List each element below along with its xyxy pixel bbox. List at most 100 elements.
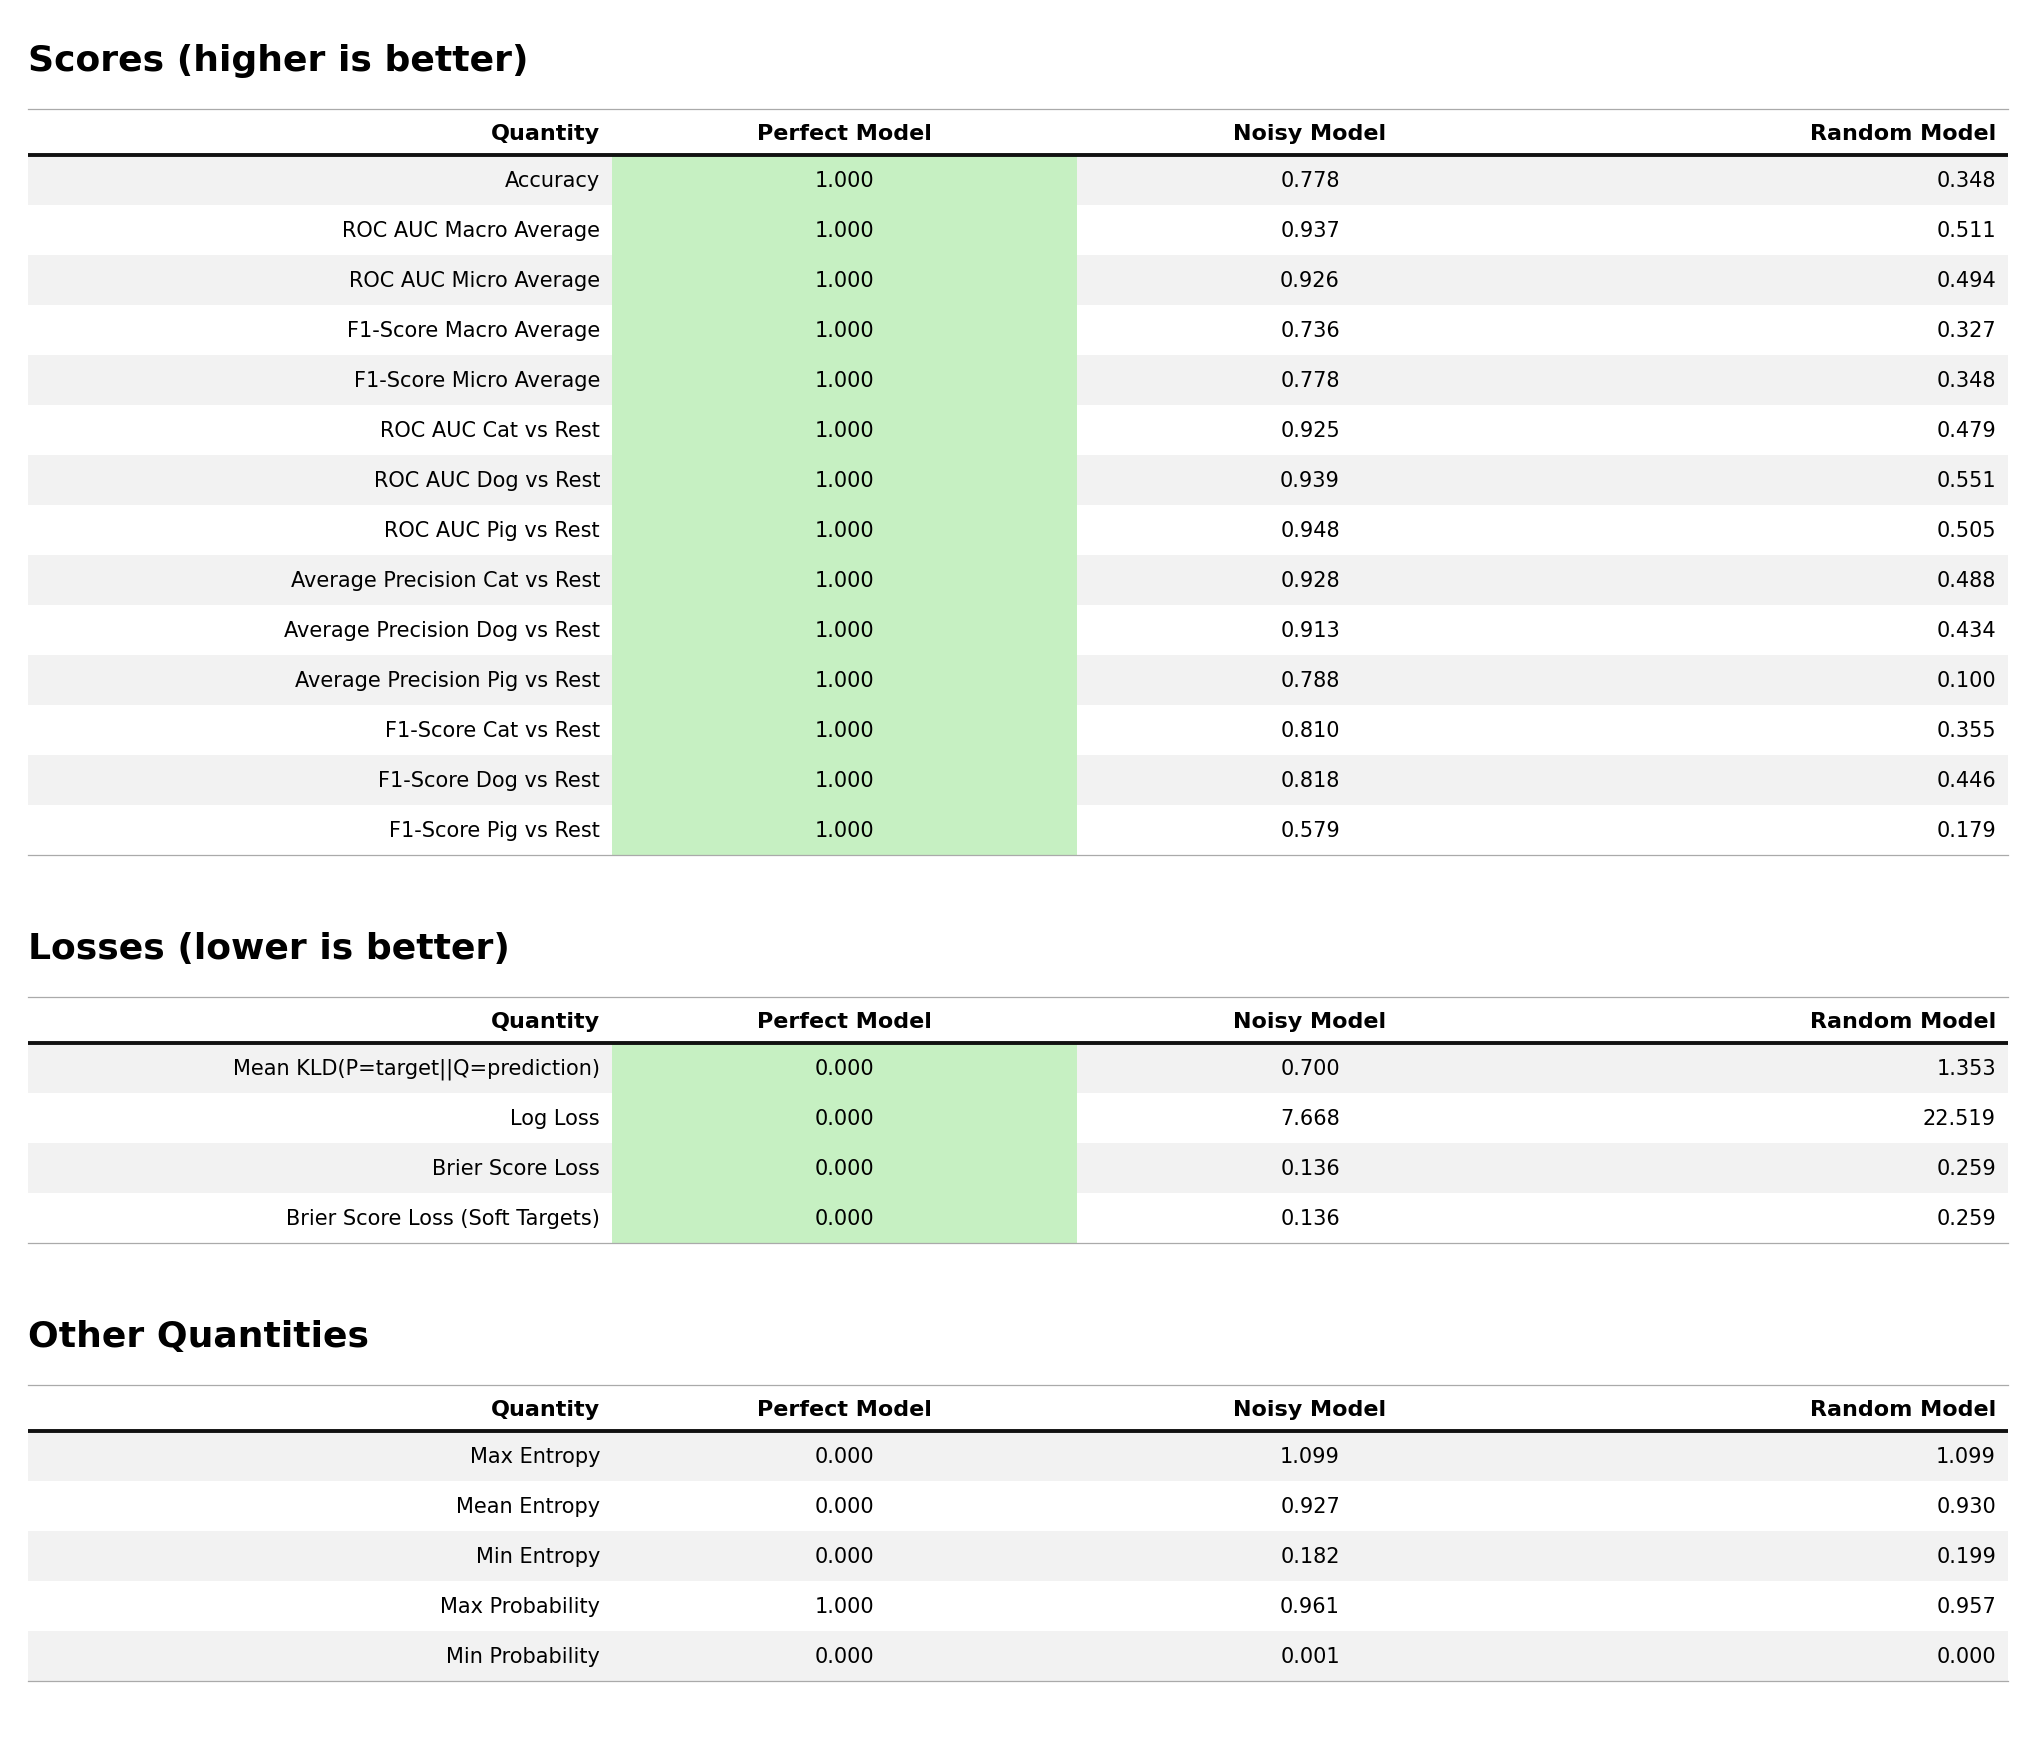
Text: Random Model: Random Model	[1809, 123, 1996, 144]
Text: ROC AUC Dog vs Rest: ROC AUC Dog vs Rest	[373, 471, 600, 490]
Bar	[612, 755, 1077, 805]
Text: 0.000: 0.000	[815, 1447, 874, 1466]
Bar	[28, 1581, 2008, 1631]
Text: 1.000: 1.000	[815, 271, 874, 290]
Text: 0.259: 0.259	[1937, 1209, 1996, 1228]
Text: 0.355: 0.355	[1937, 720, 1996, 741]
Text: Brier Score Loss: Brier Score Loss	[432, 1158, 600, 1179]
Text: 1.000: 1.000	[815, 671, 874, 690]
Bar	[28, 556, 2008, 605]
Bar	[612, 256, 1077, 306]
Bar	[612, 205, 1077, 256]
Text: 0.494: 0.494	[1937, 271, 1996, 290]
Text: Other Quantities: Other Quantities	[28, 1320, 369, 1353]
Text: 0.788: 0.788	[1280, 671, 1341, 690]
Text: Perfect Model: Perfect Model	[756, 1012, 933, 1031]
Bar	[612, 706, 1077, 755]
Text: 0.434: 0.434	[1937, 621, 1996, 640]
Text: F1-Score Cat vs Rest: F1-Score Cat vs Rest	[385, 720, 600, 741]
Bar	[612, 356, 1077, 405]
Text: 22.519: 22.519	[1923, 1108, 1996, 1129]
Text: 0.579: 0.579	[1280, 821, 1341, 840]
Bar	[28, 656, 2008, 706]
Text: 1.099: 1.099	[1280, 1447, 1341, 1466]
Text: 0.939: 0.939	[1280, 471, 1341, 490]
Text: 0.505: 0.505	[1937, 520, 1996, 541]
Text: 0.818: 0.818	[1280, 770, 1341, 791]
Text: 1.000: 1.000	[815, 520, 874, 541]
Bar	[612, 1143, 1077, 1193]
Bar	[28, 356, 2008, 405]
Text: 0.511: 0.511	[1937, 221, 1996, 242]
Text: 0.199: 0.199	[1937, 1546, 1996, 1567]
Text: Average Precision Pig vs Rest: Average Precision Pig vs Rest	[294, 671, 600, 690]
Text: Log Loss: Log Loss	[511, 1108, 600, 1129]
Text: 0.930: 0.930	[1937, 1496, 1996, 1516]
Text: 0.179: 0.179	[1937, 821, 1996, 840]
Text: Random Model: Random Model	[1809, 1012, 1996, 1031]
Text: 1.000: 1.000	[815, 370, 874, 391]
Text: ROC AUC Pig vs Rest: ROC AUC Pig vs Rest	[385, 520, 600, 541]
Text: 0.000: 0.000	[1937, 1647, 1996, 1666]
Text: 0.000: 0.000	[815, 1647, 874, 1666]
Bar	[612, 506, 1077, 556]
Text: 1.000: 1.000	[815, 570, 874, 591]
Text: 0.736: 0.736	[1280, 320, 1341, 341]
Text: Brier Score Loss (Soft Targets): Brier Score Loss (Soft Targets)	[286, 1209, 600, 1228]
Text: 0.925: 0.925	[1280, 421, 1341, 440]
Text: ROC AUC Micro Average: ROC AUC Micro Average	[349, 271, 600, 290]
Text: 1.353: 1.353	[1937, 1059, 1996, 1078]
Bar	[28, 605, 2008, 656]
Bar	[612, 1094, 1077, 1143]
Text: F1-Score Micro Average: F1-Score Micro Average	[353, 370, 600, 391]
Text: Mean Entropy: Mean Entropy	[456, 1496, 600, 1516]
Text: Average Precision Cat vs Rest: Average Precision Cat vs Rest	[290, 570, 600, 591]
Bar	[28, 157, 2008, 205]
Text: 0.488: 0.488	[1937, 570, 1996, 591]
Bar	[28, 506, 2008, 556]
Text: 0.446: 0.446	[1937, 770, 1996, 791]
Text: 0.259: 0.259	[1937, 1158, 1996, 1179]
Text: 0.913: 0.913	[1280, 621, 1341, 640]
Text: Max Entropy: Max Entropy	[470, 1447, 600, 1466]
Text: Quantity: Quantity	[491, 123, 600, 144]
Text: 0.000: 0.000	[815, 1158, 874, 1179]
Bar	[612, 805, 1077, 856]
Text: 0.479: 0.479	[1937, 421, 1996, 440]
Text: 0.778: 0.778	[1280, 170, 1341, 191]
Text: ROC AUC Macro Average: ROC AUC Macro Average	[343, 221, 600, 242]
Bar	[28, 1482, 2008, 1530]
Text: 0.961: 0.961	[1280, 1596, 1341, 1616]
Text: 0.136: 0.136	[1280, 1158, 1341, 1179]
Bar	[612, 456, 1077, 506]
Text: F1-Score Dog vs Rest: F1-Score Dog vs Rest	[379, 770, 600, 791]
Bar	[28, 1043, 2008, 1094]
Text: 0.927: 0.927	[1280, 1496, 1341, 1516]
Text: Noisy Model: Noisy Model	[1233, 123, 1387, 144]
Text: 0.778: 0.778	[1280, 370, 1341, 391]
Text: 1.000: 1.000	[815, 421, 874, 440]
Text: Mean KLD(P=target||Q=prediction): Mean KLD(P=target||Q=prediction)	[233, 1057, 600, 1080]
Text: Perfect Model: Perfect Model	[756, 1400, 933, 1419]
Text: Accuracy: Accuracy	[505, 170, 600, 191]
Bar	[612, 1043, 1077, 1094]
Text: Random Model: Random Model	[1809, 1400, 1996, 1419]
Text: Min Entropy: Min Entropy	[477, 1546, 600, 1567]
Text: 0.810: 0.810	[1280, 720, 1341, 741]
Text: 0.000: 0.000	[815, 1546, 874, 1567]
Bar	[612, 556, 1077, 605]
Bar	[28, 1530, 2008, 1581]
Text: 0.001: 0.001	[1280, 1647, 1341, 1666]
Bar	[28, 1094, 2008, 1143]
Text: 0.000: 0.000	[815, 1496, 874, 1516]
Text: 0.948: 0.948	[1280, 520, 1341, 541]
Text: 0.100: 0.100	[1937, 671, 1996, 690]
Text: 1.000: 1.000	[815, 821, 874, 840]
Text: 1.000: 1.000	[815, 1596, 874, 1616]
Bar	[28, 405, 2008, 456]
Bar	[612, 405, 1077, 456]
Text: Quantity: Quantity	[491, 1400, 600, 1419]
Text: 0.348: 0.348	[1937, 370, 1996, 391]
Text: 0.928: 0.928	[1280, 570, 1341, 591]
Bar	[28, 1193, 2008, 1243]
